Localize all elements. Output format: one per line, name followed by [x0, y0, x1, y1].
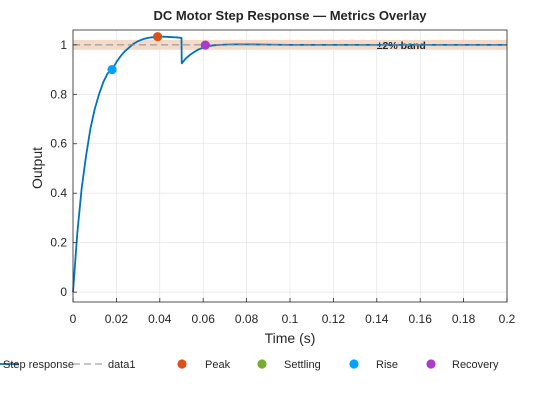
legend: Step response data1 Peak Settling Rise Recove… — [0, 359, 499, 371]
legend-swatch-3 — [257, 359, 267, 369]
x-tick-label-10: 0.2 — [499, 312, 516, 326]
y-tick-label-5: 1 — [60, 38, 67, 52]
x-axis-label: Time (s) — [265, 330, 316, 346]
legend-swatch-2 — [177, 359, 187, 369]
chart-title: DC Motor Step Response — Metrics Overlay — [153, 8, 427, 23]
marker-rise — [107, 64, 117, 75]
legend-label-0: Step response — [3, 359, 74, 371]
x-tick-label-9: 0.18 — [452, 312, 476, 326]
y-axis-label: Output — [29, 147, 45, 189]
y-tick-label-1: 0.2 — [50, 236, 67, 250]
legend-label-3: Settling — [284, 359, 321, 371]
plot-area: ±2% band 0 0.02 0.04 0.06 0.08 0.1 0.12 0.14 0.16… — [50, 29, 516, 326]
legend-label-1: data1 — [108, 359, 136, 371]
x-tick-label-5: 0.1 — [282, 312, 299, 326]
x-tick-label-4: 0.08 — [235, 312, 259, 326]
x-tick-label-2: 0.04 — [148, 312, 172, 326]
legend-swatch-5 — [426, 359, 436, 369]
tolerance-band-label: ±2% band — [377, 40, 426, 52]
x-tick-label-3: 0.06 — [192, 312, 216, 326]
marker-peak — [153, 32, 163, 42]
y-tick-label-2: 0.4 — [50, 186, 67, 200]
x-tick-label-7: 0.14 — [365, 312, 389, 326]
x-tick-label-8: 0.16 — [409, 312, 433, 326]
x-tick-label-6: 0.12 — [322, 312, 346, 326]
legend-label-4: Rise — [376, 359, 398, 371]
x-tick-label-1: 0.02 — [105, 312, 129, 326]
y-tick-label-3: 0.6 — [50, 137, 67, 151]
y-tick-label-4: 0.8 — [50, 87, 67, 101]
marker-recovery — [200, 40, 210, 50]
legend-swatch-4 — [349, 359, 359, 369]
x-tick-label-0: 0 — [70, 312, 77, 326]
legend-label-5: Recovery — [452, 359, 499, 371]
legend-label-2: Peak — [205, 359, 231, 371]
y-tick-label-0: 0 — [60, 285, 67, 299]
